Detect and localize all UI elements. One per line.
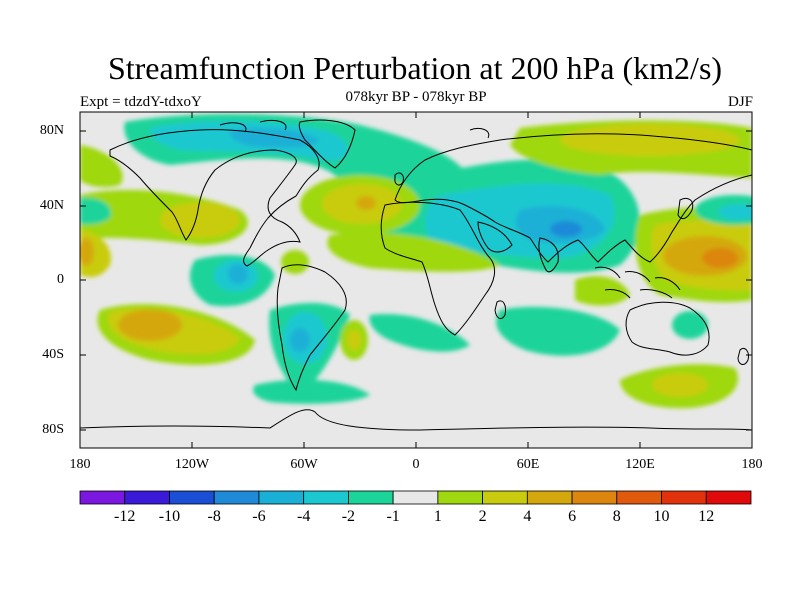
contour-pos-westpacific-left — [80, 145, 123, 188]
colorbar-swatch — [616, 490, 662, 505]
coastline-antarctica — [80, 409, 752, 431]
colorbar-swatch — [526, 490, 573, 505]
colorbar-label: 8 — [612, 508, 621, 525]
y-tick-label: 80N — [39, 123, 64, 138]
colorbar-swatch — [661, 490, 707, 505]
contour-pos-carib — [281, 250, 309, 274]
coastlines — [80, 119, 752, 431]
x-tick-label: 120W — [174, 457, 210, 472]
colorbar-label: 12 — [698, 508, 715, 525]
x-tick-label: 0 — [412, 457, 420, 472]
coastline-arctic-islands — [219, 119, 490, 139]
y-tick-label: 80S — [42, 422, 64, 437]
contour-neg-southindian — [496, 306, 620, 356]
coastline-madagascar — [494, 300, 506, 320]
x-tick-label: 180 — [69, 457, 91, 472]
axis-ticks — [79, 112, 753, 448]
contour-neg-northpacific-right-2 — [718, 204, 752, 220]
coastline-greenland — [298, 119, 356, 169]
coastline-eurasia — [394, 133, 752, 263]
contour-pos-pacific-ne-2 — [160, 202, 240, 238]
colorbar-swatch — [437, 490, 483, 505]
colorbar-label: -8 — [207, 508, 221, 525]
colorbar-label: 1 — [433, 508, 442, 525]
x-tick-label: 60W — [290, 457, 318, 472]
contour-pos-southatlantic-core — [347, 330, 361, 350]
coastline-india — [538, 237, 559, 273]
contour-neg-southatlantic — [369, 314, 470, 352]
coastline-maritime — [594, 266, 681, 299]
colorbar-label: -4 — [296, 508, 311, 525]
contour-pos-southernocean-2 — [652, 373, 708, 397]
coastline-south-america — [276, 264, 347, 392]
colorbar-label: 2 — [478, 508, 487, 525]
colorbar — [79, 490, 752, 505]
season-label: DJF — [727, 94, 753, 110]
colorbar-label: 6 — [568, 508, 577, 525]
contour-neg-australia — [672, 311, 708, 339]
coastline-arabia — [477, 221, 513, 253]
coastline-africa — [380, 201, 496, 336]
coastline-australia — [625, 301, 710, 356]
contour-pos-tropatlantic — [327, 232, 500, 272]
plot-subtitle: 078kyr BP - 078kyr BP — [345, 89, 487, 105]
colorbar-swatch — [392, 490, 439, 505]
colorbar-label: 4 — [523, 508, 532, 525]
coastline-north-america — [109, 129, 320, 267]
y-tick-label: 40S — [42, 347, 64, 362]
contour-neg-eurasia-core — [550, 221, 582, 237]
contour-neg-arctic-3 — [229, 128, 320, 148]
x-tick-label: 60E — [516, 457, 540, 472]
colorbar-swatch — [347, 490, 394, 505]
contour-neg-southamerica-3 — [290, 328, 310, 352]
coastline-japan — [677, 197, 694, 220]
colorbar-swatch — [124, 490, 170, 505]
colorbar-swatch — [213, 490, 260, 505]
colorbar-label: -1 — [386, 508, 400, 525]
coastline-british-isles — [394, 172, 404, 186]
colorbar-label: -6 — [252, 508, 266, 525]
colorbar-swatch — [571, 490, 618, 505]
colorbar-swatch — [303, 490, 349, 505]
colorbar-swatch — [482, 490, 528, 505]
colorbar-label: -2 — [341, 508, 356, 525]
contour-pos-equatorial-left-core — [80, 238, 94, 266]
colorbar-swatch — [258, 490, 305, 505]
contour-pos-atlantic-core — [356, 196, 376, 210]
contour-neg-left — [80, 197, 111, 225]
contour-fill-layer — [80, 114, 752, 409]
colorbar-label: -10 — [158, 508, 181, 525]
colorbar-swatch — [169, 490, 215, 505]
experiment-label: Expt = tdzdY-tdxoY — [80, 94, 202, 110]
x-tick-label: 120E — [625, 457, 655, 472]
colorbar-label: 10 — [653, 508, 670, 525]
contour-pos-southpacific-core — [118, 309, 182, 341]
colorbar-label: -12 — [114, 508, 136, 525]
plot-title: Streamfunction Perturbation at 200 hPa (… — [107, 50, 723, 86]
colorbar-swatch — [705, 490, 752, 505]
y-tick-label: 0 — [57, 272, 64, 287]
y-tick-label: 40N — [39, 198, 64, 213]
contour-pos-westpacific-core — [702, 248, 738, 268]
contour-pos-australia — [575, 275, 630, 306]
contour-pos-np-2 — [560, 124, 740, 156]
coastline-new-zealand — [737, 347, 749, 365]
x-tick-label: 180 — [741, 457, 763, 472]
contour-neg-southindian-2 — [253, 379, 370, 404]
colorbar-swatch — [79, 490, 126, 505]
contour-neg-eastpacific-core — [228, 264, 248, 284]
